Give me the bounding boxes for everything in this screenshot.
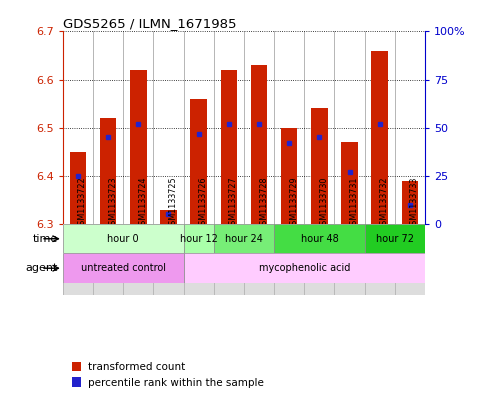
Bar (190, 99, 207, 224)
Text: GSM1133726: GSM1133726 (199, 176, 208, 230)
Bar (213, 224, 274, 253)
Bar (160, 209, 177, 224)
Bar (70, 152, 86, 224)
Bar (365, 224, 425, 253)
Bar (251, 65, 267, 224)
Text: GSM1133733: GSM1133733 (410, 176, 419, 230)
Text: GSM1133728: GSM1133728 (259, 176, 268, 230)
Text: GSM1133732: GSM1133732 (380, 176, 389, 230)
Text: hour 24: hour 24 (225, 234, 263, 244)
Bar (341, 142, 358, 224)
Bar (100, 118, 116, 224)
Bar (274, 224, 365, 253)
Text: transformed count: transformed count (88, 362, 185, 373)
Text: GDS5265 / ILMN_1671985: GDS5265 / ILMN_1671985 (63, 17, 236, 30)
Bar (63, 253, 184, 283)
Text: untreated control: untreated control (81, 263, 166, 273)
Bar (63, 224, 184, 253)
Bar (221, 70, 237, 224)
Text: mycophenolic acid: mycophenolic acid (258, 263, 350, 273)
Text: GSM1133724: GSM1133724 (138, 176, 147, 230)
Bar (311, 108, 327, 224)
Text: hour 0: hour 0 (107, 234, 139, 244)
Bar (371, 51, 388, 224)
Bar (184, 253, 425, 283)
Text: GSM1133727: GSM1133727 (229, 176, 238, 230)
Text: percentile rank within the sample: percentile rank within the sample (88, 378, 264, 388)
Bar (402, 181, 418, 224)
Text: hour 12: hour 12 (180, 234, 217, 244)
Text: hour 72: hour 72 (376, 234, 414, 244)
Bar (281, 128, 298, 224)
Text: GSM1133725: GSM1133725 (169, 176, 177, 230)
Text: hour 48: hour 48 (300, 234, 338, 244)
Text: GSM1133731: GSM1133731 (350, 176, 358, 230)
Text: GSM1133722: GSM1133722 (78, 176, 87, 230)
Text: time: time (33, 234, 58, 244)
Text: GSM1133730: GSM1133730 (319, 176, 328, 230)
Bar (184, 224, 213, 253)
Text: GSM1133729: GSM1133729 (289, 176, 298, 230)
Text: agent: agent (26, 263, 58, 273)
Text: GSM1133723: GSM1133723 (108, 176, 117, 230)
Bar (130, 70, 146, 224)
